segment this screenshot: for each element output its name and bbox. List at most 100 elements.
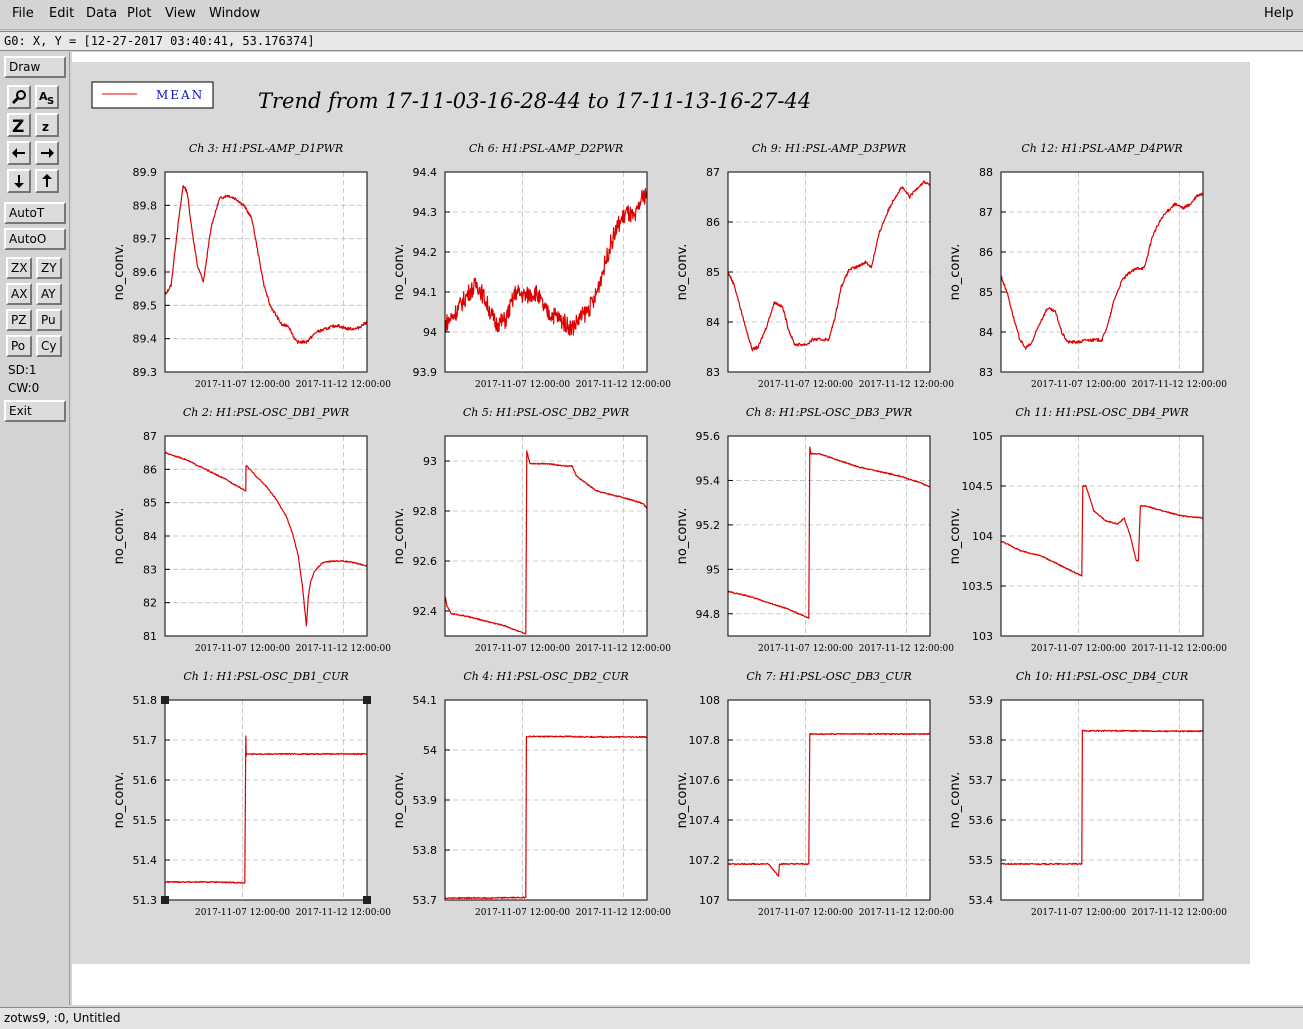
y-tick-label: 89.6 xyxy=(133,266,158,279)
y-tick-label: 107.4 xyxy=(689,814,721,827)
x-tick-label: 2017-11-07 12:00:00 xyxy=(1031,380,1126,390)
pan-up-button[interactable] xyxy=(35,169,59,193)
selection-handle[interactable] xyxy=(161,896,169,904)
plot-area[interactable] xyxy=(728,700,930,900)
chart-panel[interactable]: Ch 9: H1:PSL-AMP_D3PWR 83 84 85 86 87 2017-11-… xyxy=(675,142,954,390)
exit-button[interactable]: Exit xyxy=(4,400,66,422)
y-tick-label: 86 xyxy=(143,463,157,476)
y-axis-label: no_conv. xyxy=(948,244,963,301)
plot-frame xyxy=(727,699,931,901)
chart-panel[interactable]: Ch 7: H1:PSL-OSC_DB3_CUR 107 107.2 107.4 107… xyxy=(675,670,954,918)
plot-frame xyxy=(1000,699,1204,901)
menu-file[interactable]: File xyxy=(12,6,34,21)
pz-button[interactable]: PZ xyxy=(6,309,32,331)
selection-handle[interactable] xyxy=(161,696,169,704)
y-tick-label: 53.4 xyxy=(969,894,994,907)
plot-area[interactable] xyxy=(1001,700,1203,900)
x-tick-label: 2017-11-07 12:00:00 xyxy=(758,644,853,654)
y-tick-label: 108 xyxy=(699,694,720,707)
ay-button[interactable]: AY xyxy=(36,283,62,305)
zoom-out-button[interactable]: z xyxy=(35,113,59,137)
chart-title: Ch 11: H1:PSL-OSC_DB4_PWR xyxy=(1015,406,1188,419)
draw-button[interactable]: Draw xyxy=(4,56,66,78)
series-line xyxy=(1000,729,1204,866)
y-tick-label: 89.9 xyxy=(133,166,158,179)
chart-title: Ch 5: H1:PSL-OSC_DB2_PWR xyxy=(463,406,629,419)
y-tick-label: 107.2 xyxy=(689,854,721,867)
y-tick-label: 92.4 xyxy=(413,605,438,618)
magnify-button[interactable] xyxy=(7,85,31,109)
menu-help[interactable]: Help xyxy=(1264,6,1294,21)
chart-panel[interactable]: Ch 8: H1:PSL-OSC_DB3_PWR 94.8 95 95.2 95.4 95… xyxy=(675,406,954,654)
pan-right-button[interactable] xyxy=(35,141,59,165)
arrow-right-icon xyxy=(41,148,54,158)
chart-panel[interactable]: Ch 5: H1:PSL-OSC_DB2_PWR 92.4 92.6 92.8 93 20… xyxy=(392,406,671,654)
chart-panel[interactable]: Ch 11: H1:PSL-OSC_DB4_PWR 103 103.5 104 104.… xyxy=(948,406,1227,654)
y-tick-label: 82 xyxy=(143,597,157,610)
chart-panel[interactable]: Ch 12: H1:PSL-AMP_D4PWR 83 84 85 86 87 88 2017-… xyxy=(948,142,1227,390)
legend: MEAN xyxy=(91,81,214,109)
y-tick-label: 103 xyxy=(972,630,993,643)
y-tick-label: 104.5 xyxy=(962,480,994,493)
chart-title: Ch 4: H1:PSL-OSC_DB2_CUR xyxy=(463,670,628,683)
chart-panel[interactable]: Ch 1: H1:PSL-OSC_DB1_CUR 51.3 51.4 51.5 51.6… xyxy=(112,670,391,918)
menu-view[interactable]: View xyxy=(165,6,196,21)
zoom-in-button[interactable]: Z xyxy=(7,113,31,137)
plot-area[interactable] xyxy=(1001,172,1203,372)
svg-text:z: z xyxy=(42,120,49,133)
plot-frame xyxy=(164,171,368,373)
series-line xyxy=(444,188,648,336)
x-tick-label: 2017-11-12 12:00:00 xyxy=(1132,644,1227,654)
y-tick-label: 53.8 xyxy=(969,734,994,747)
y-axis-label: no_conv. xyxy=(392,244,407,301)
y-tick-label: 94 xyxy=(423,326,437,339)
y-axis-label: no_conv. xyxy=(112,508,127,565)
x-tick-label: 2017-11-12 12:00:00 xyxy=(576,380,671,390)
chart-panel[interactable]: Ch 2: H1:PSL-OSC_DB1_PWR 81 82 83 84 85 86 87 20… xyxy=(112,406,391,654)
plot-area[interactable] xyxy=(165,700,367,900)
menu-edit[interactable]: Edit xyxy=(49,6,75,21)
plot-canvas[interactable]: MEAN Trend from 17-11-03-16-28-44 to 17-… xyxy=(72,52,1303,1005)
y-tick-label: 51.6 xyxy=(133,774,158,787)
chart-panel[interactable]: Ch 4: H1:PSL-OSC_DB2_CUR 53.7 53.8 53.9 54 54… xyxy=(392,670,671,918)
pan-down-button[interactable] xyxy=(7,169,31,193)
selection-handle[interactable] xyxy=(363,696,371,704)
pu-button[interactable]: Pu xyxy=(36,309,62,331)
zx-button[interactable]: ZX xyxy=(6,257,32,279)
plot-area[interactable] xyxy=(728,436,930,636)
y-axis-label: no_conv. xyxy=(675,244,690,301)
chart-panel[interactable]: Ch 10: H1:PSL-OSC_DB4_CUR 53.4 53.5 53.6 53.… xyxy=(948,670,1227,918)
x-tick-label: 2017-11-12 12:00:00 xyxy=(296,380,391,390)
cy-button[interactable]: Cy xyxy=(36,335,62,357)
zy-button[interactable]: ZY xyxy=(36,257,62,279)
chart-title: Ch 6: H1:PSL-AMP_D2PWR xyxy=(469,142,623,155)
plot-area[interactable] xyxy=(445,436,647,636)
chart-panel[interactable]: Ch 3: H1:PSL-AMP_D1PWR 89.3 89.4 89.5 89.6 89… xyxy=(112,142,391,390)
plot-canvas-area[interactable]: MEAN Trend from 17-11-03-16-28-44 to 17-… xyxy=(72,52,1303,1005)
plot-area[interactable] xyxy=(445,172,647,372)
pan-left-button[interactable] xyxy=(7,141,31,165)
chart-title: Ch 2: H1:PSL-OSC_DB1_PWR xyxy=(183,406,349,419)
y-axis-label: no_conv. xyxy=(675,772,690,829)
autot-button[interactable]: AutoT xyxy=(4,202,66,224)
y-axis-label: no_conv. xyxy=(675,508,690,565)
po-button[interactable]: Po xyxy=(6,335,32,357)
ax-button[interactable]: AX xyxy=(6,283,32,305)
y-tick-label: 84 xyxy=(706,316,720,329)
y-tick-label: 105 xyxy=(972,430,993,443)
menu-plot[interactable]: Plot xyxy=(127,6,152,21)
selection-handle[interactable] xyxy=(363,896,371,904)
x-tick-label: 2017-11-12 12:00:00 xyxy=(859,380,954,390)
y-tick-label: 88 xyxy=(979,166,993,179)
menu-data[interactable]: Data xyxy=(86,6,118,21)
menu-window[interactable]: Window xyxy=(209,6,261,21)
autoo-button[interactable]: AutoO xyxy=(4,228,66,250)
chart-title: Ch 9: H1:PSL-AMP_D3PWR xyxy=(752,142,906,155)
chart-panel[interactable]: Ch 6: H1:PSL-AMP_D2PWR 93.9 94 94.1 94.2 94.3… xyxy=(392,142,671,390)
main-title: Trend from 17-11-03-16-28-44 to 17-11-13… xyxy=(258,89,811,113)
legend-label: MEAN xyxy=(156,88,204,102)
chart-title: Ch 8: H1:PSL-OSC_DB3_PWR xyxy=(746,406,912,419)
y-tick-label: 89.4 xyxy=(133,333,158,346)
y-tick-label: 85 xyxy=(143,497,157,510)
